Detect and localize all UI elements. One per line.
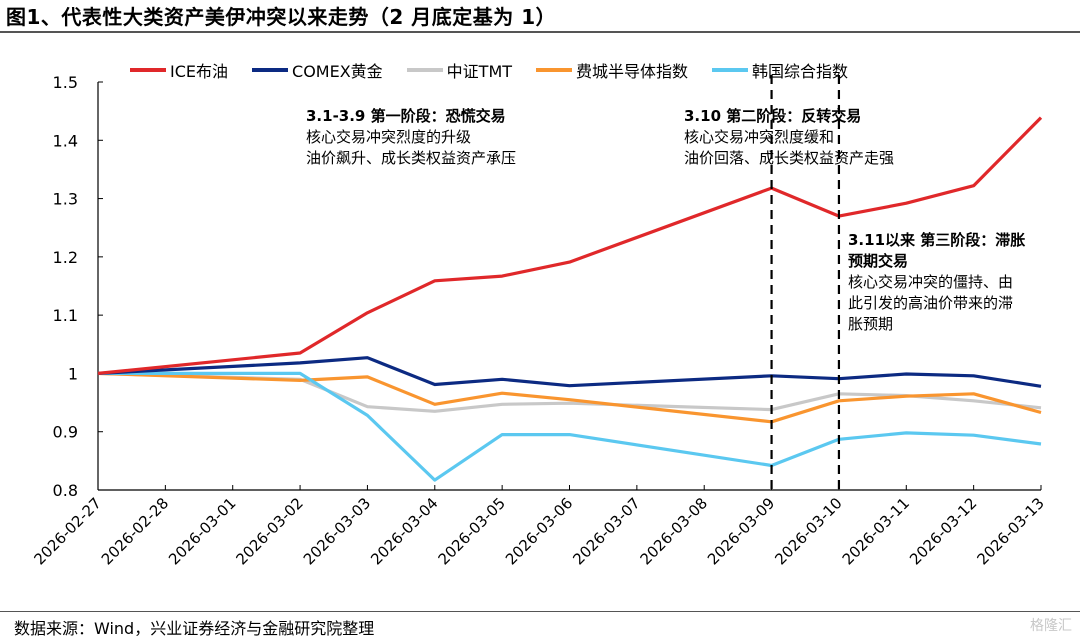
annotation-title: 3.11以来 第三阶段：滞胀 [848, 230, 1025, 251]
legend-swatch [252, 68, 288, 72]
series-line-4 [98, 373, 1041, 480]
legend-swatch [130, 68, 166, 72]
annotation-line: 核心交易冲突烈度缓和 [684, 127, 894, 148]
y-tick-label: 0.8 [53, 481, 78, 500]
annotation-title-cont: 预期交易 [848, 251, 1025, 272]
annotation-title: 3.10 第二阶段：反转交易 [684, 106, 894, 127]
data-source: 数据来源：Wind，兴业证券经济与金融研究院整理 [14, 615, 374, 639]
x-tick-label: 2026-03-10 [771, 494, 845, 568]
annotation-line: 核心交易冲突的僵持、由 [848, 272, 1025, 293]
y-tick-label: 1.5 [53, 73, 78, 92]
legend-item-comex-gold: COMEX黄金 [252, 58, 383, 82]
annotation-line: 核心交易冲突烈度的升级 [306, 127, 516, 148]
x-tick-label: 2026-03-05 [435, 494, 509, 568]
source-rule [0, 611, 1080, 612]
annotation-title: 3.1-3.9 第一阶段：恐慌交易 [306, 106, 516, 127]
y-tick-label: 0.9 [53, 423, 78, 442]
legend-swatch [712, 68, 748, 72]
x-tick-label: 2026-03-02 [233, 494, 307, 568]
annotation-line: 此引发的高油价带来的滞 [848, 293, 1025, 314]
legend-label: 中证TMT [447, 58, 512, 82]
x-tick-label: 2026-03-07 [569, 494, 643, 568]
annotation-phase-2: 3.10 第二阶段：反转交易 核心交易冲突烈度缓和 油价回落、成长类权益资产走强 [684, 106, 894, 169]
annotation-line: 油价回落、成长类权益资产走强 [684, 148, 894, 169]
x-tick-label: 2026-03-04 [367, 494, 441, 568]
legend-swatch [407, 68, 443, 72]
x-tick-label: 2026-03-03 [300, 494, 374, 568]
series-line-3 [98, 373, 1041, 421]
x-tick-label: 2026-02-27 [30, 494, 104, 568]
y-tick-label: 1.4 [53, 131, 78, 150]
legend: ICE布油 COMEX黄金 中证TMT 费城半导体指数 韩国综合指数 [130, 58, 848, 82]
x-tick-label: 2026-02-28 [98, 494, 172, 568]
annotation-line: 胀预期 [848, 314, 1025, 335]
legend-label: ICE布油 [170, 58, 228, 82]
annotation-phase-3: 3.11以来 第三阶段：滞胀 预期交易 核心交易冲突的僵持、由 此引发的高油价带… [848, 230, 1025, 335]
x-tick-label: 2026-03-12 [906, 494, 980, 568]
legend-label: 韩国综合指数 [752, 58, 848, 82]
watermark-logo: 格隆汇 [1030, 615, 1072, 635]
x-tick-label: 2026-03-06 [502, 494, 576, 568]
y-tick-label: 1 [68, 364, 78, 383]
legend-item-sox: 费城半导体指数 [536, 58, 688, 82]
legend-item-ice-brent: ICE布油 [130, 58, 228, 82]
annotation-line: 油价飙升、成长类权益资产承压 [306, 148, 516, 169]
legend-label: COMEX黄金 [292, 58, 383, 82]
x-tick-label: 2026-03-09 [704, 494, 778, 568]
legend-swatch [536, 68, 572, 72]
y-tick-label: 1.3 [53, 190, 78, 209]
legend-item-csi-tmt: 中证TMT [407, 58, 512, 82]
y-tick-label: 1.1 [53, 306, 78, 325]
x-tick-label: 2026-03-11 [839, 494, 913, 568]
x-tick-label: 2026-03-08 [637, 494, 711, 568]
legend-label: 费城半导体指数 [576, 58, 688, 82]
x-tick-label: 2026-03-13 [973, 494, 1047, 568]
annotation-phase-1: 3.1-3.9 第一阶段：恐慌交易 核心交易冲突烈度的升级 油价飙升、成长类权益… [306, 106, 516, 169]
legend-item-kospi: 韩国综合指数 [712, 58, 848, 82]
x-tick-label: 2026-03-01 [165, 494, 239, 568]
y-tick-label: 1.2 [53, 248, 78, 267]
